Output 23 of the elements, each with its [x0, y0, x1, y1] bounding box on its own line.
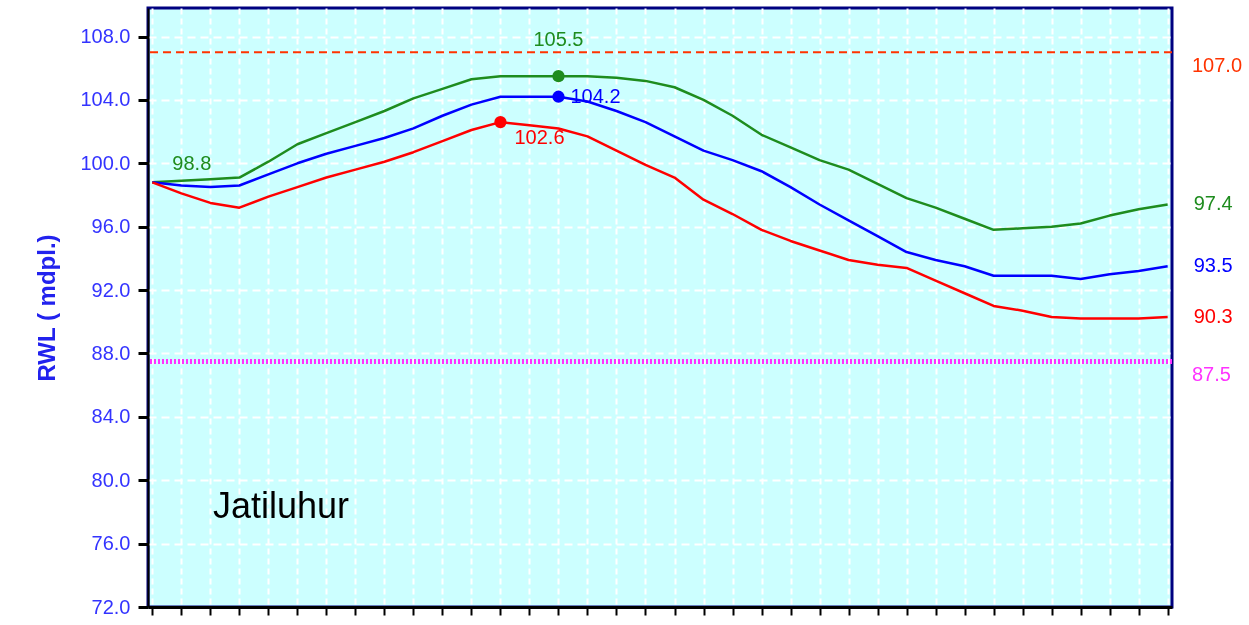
point [552, 70, 565, 83]
data-label: 98.8 [172, 152, 212, 175]
y-axis-title: RWL ( mdpl.) [33, 234, 61, 382]
y-tick-label: 76.0 [91, 532, 131, 555]
point [494, 115, 507, 129]
ref-line-label: 87.5 [1192, 363, 1231, 386]
data-label: 105.5 [533, 28, 584, 51]
y-tick-label: 108.0 [80, 25, 131, 48]
point [552, 90, 565, 103]
annotation: Jatiluhur [213, 485, 350, 526]
data-label: 102.6 [514, 126, 565, 149]
data-label: 97.4 [1193, 192, 1233, 215]
data-label: 93.5 [1193, 254, 1233, 277]
ref-line-label: 107.0 [1192, 54, 1243, 77]
y-tick-label: 96.0 [91, 215, 131, 238]
y-tick-label: 104.0 [80, 88, 131, 111]
data-label: 90.3 [1193, 305, 1233, 328]
y-tick-label: 92.0 [91, 278, 131, 301]
y-tick-label: 100.0 [80, 151, 131, 174]
y-tick-label: 84.0 [91, 405, 131, 428]
y-tick-label: 72.0 [91, 595, 131, 618]
y-tick-label: 88.0 [91, 341, 131, 364]
y-tick-label: 80.0 [91, 468, 131, 491]
